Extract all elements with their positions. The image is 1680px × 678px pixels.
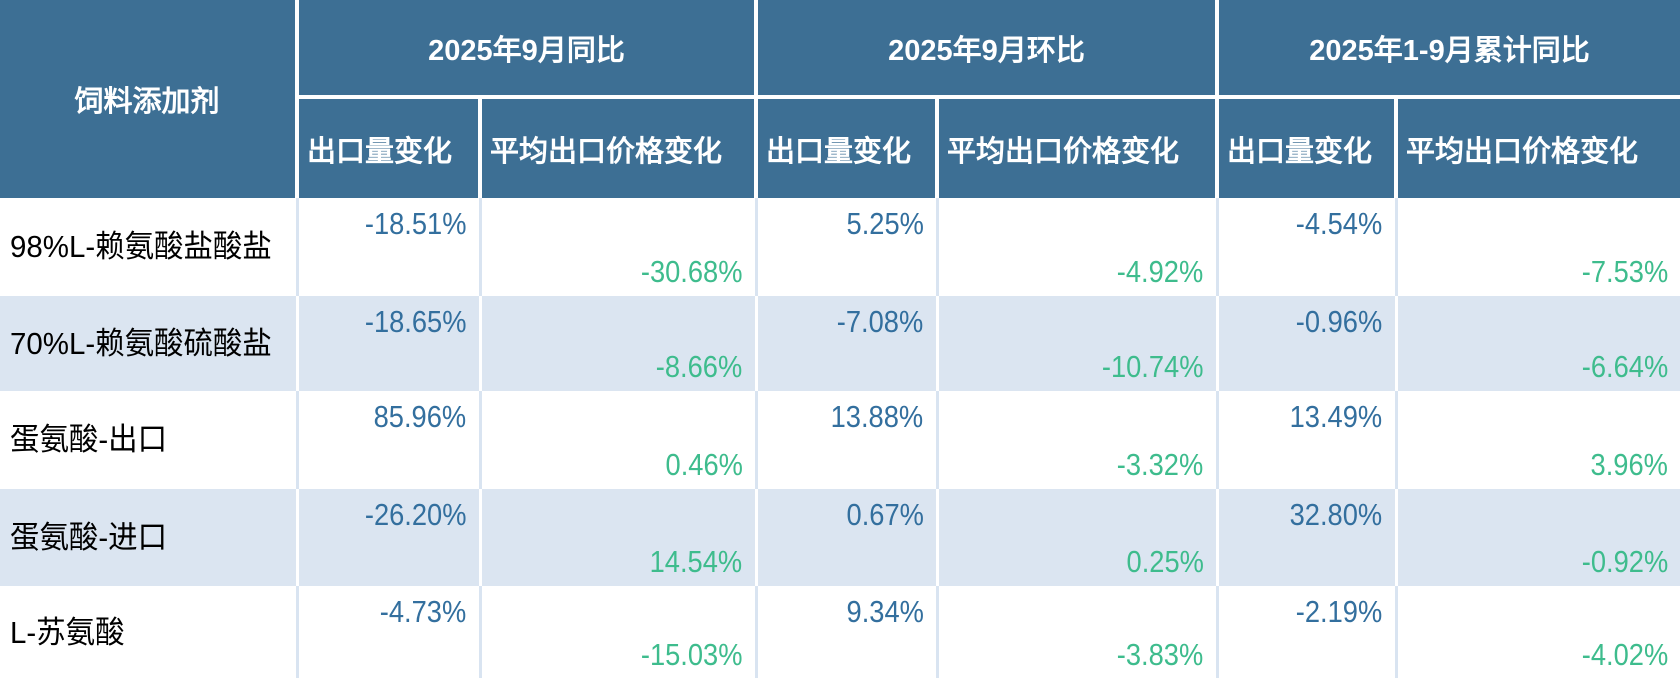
table-row: 98%L-赖氨酸盐酸盐 -18.51% -30.68% 5.25% -4.92%…: [0, 198, 1680, 296]
price-value: -7.53%: [1581, 254, 1668, 289]
qty-value: 5.25%: [846, 206, 924, 241]
price-value: -6.64%: [1581, 349, 1668, 384]
group-header-yoy: 2025年9月同比: [297, 0, 758, 99]
value-cell: -15.03%: [480, 586, 758, 678]
price-value: 0.25%: [1126, 544, 1204, 579]
value-cell: -4.02%: [1396, 586, 1680, 678]
qty-value: 13.88%: [830, 399, 924, 434]
value-cell: 9.34%: [756, 586, 939, 678]
price-value: -15.03%: [640, 637, 743, 672]
qty-value: -7.08%: [837, 304, 924, 339]
value-cell: 32.80%: [1217, 489, 1398, 586]
value-cell: -6.64%: [1396, 296, 1680, 391]
value-cell: -0.96%: [1217, 296, 1398, 391]
value-cell: 85.96%: [297, 391, 482, 489]
value-cell: 5.25%: [756, 198, 939, 296]
column-header-qty-mom: 出口量变化: [756, 97, 939, 198]
column-header-price-mom: 平均出口价格变化: [937, 97, 1219, 198]
price-value: -10.74%: [1101, 349, 1204, 384]
qty-value: 32.80%: [1289, 497, 1383, 532]
qty-value: -0.96%: [1296, 304, 1383, 339]
value-cell: 13.88%: [756, 391, 939, 489]
price-value: 14.54%: [649, 544, 743, 579]
corner-header: 饲料添加剂: [0, 0, 299, 198]
group-header-cumulative: 2025年1-9月累计同比: [1217, 0, 1680, 99]
value-cell: 0.67%: [756, 489, 939, 586]
price-value: 0.46%: [665, 447, 743, 482]
product-label: L-苏氨酸: [0, 586, 299, 678]
qty-value: -4.73%: [380, 594, 467, 629]
value-cell: -7.08%: [756, 296, 939, 391]
group-header-row: 饲料添加剂 2025年9月同比 2025年9月环比 2025年1-9月累计同比: [0, 0, 1680, 198]
qty-value: 0.67%: [846, 497, 924, 532]
value-cell: -4.73%: [297, 586, 482, 678]
table-row: L-苏氨酸 -4.73% -15.03% 9.34% -3.83% -2.19%…: [0, 586, 1680, 678]
value-cell: 14.54%: [480, 489, 758, 586]
value-cell: -3.83%: [937, 586, 1219, 678]
value-cell: -3.32%: [937, 391, 1219, 489]
value-cell: 0.25%: [937, 489, 1219, 586]
qty-value: -18.51%: [364, 206, 467, 241]
price-value: -4.02%: [1581, 637, 1668, 672]
product-label-text: 蛋氨酸-进口: [10, 519, 168, 555]
price-value: -3.83%: [1117, 637, 1204, 672]
qty-value: 13.49%: [1289, 399, 1383, 434]
value-cell: -18.51%: [297, 198, 482, 296]
product-label: 蛋氨酸-出口: [0, 391, 299, 489]
product-label-text: 蛋氨酸-出口: [10, 422, 168, 457]
value-cell: -10.74%: [937, 296, 1219, 391]
column-header-price-cum: 平均出口价格变化: [1396, 97, 1680, 198]
value-cell: 3.96%: [1396, 391, 1680, 489]
qty-value: -2.19%: [1296, 594, 1383, 629]
column-header-qty-cum: 出口量变化: [1217, 97, 1398, 198]
value-cell: -0.92%: [1396, 489, 1680, 586]
value-cell: -7.53%: [1396, 198, 1680, 296]
price-value: -30.68%: [640, 254, 743, 289]
column-header-price-yoy: 平均出口价格变化: [480, 97, 758, 198]
value-cell: -4.54%: [1217, 198, 1398, 296]
table-row: 蛋氨酸-出口 85.96% 0.46% 13.88% -3.32% 13.49%…: [0, 391, 1680, 489]
qty-value: 9.34%: [846, 594, 924, 629]
product-label: 蛋氨酸-进口: [0, 489, 299, 586]
value-cell: -2.19%: [1217, 586, 1398, 678]
qty-value: -18.65%: [364, 304, 467, 339]
product-label-text: 70%L-赖氨酸硫酸盐: [10, 325, 272, 361]
value-cell: 0.46%: [480, 391, 758, 489]
product-label: 98%L-赖氨酸盐酸盐: [0, 198, 299, 296]
price-value: -0.92%: [1581, 544, 1668, 579]
price-value: -4.92%: [1117, 254, 1204, 289]
sub-header-row: 出口量变化 平均出口价格变化 出口量变化 平均出口价格变化 出口量变化 平均出口…: [0, 97, 1680, 198]
value-cell: -18.65%: [297, 296, 482, 391]
value-cell: -30.68%: [480, 198, 758, 296]
product-label-text: L-苏氨酸: [10, 614, 125, 650]
table-row: 70%L-赖氨酸硫酸盐 -18.65% -8.66% -7.08% -10.74…: [0, 296, 1680, 391]
qty-value: -26.20%: [364, 497, 467, 532]
column-header-qty-yoy: 出口量变化: [297, 97, 482, 198]
value-cell: -4.92%: [937, 198, 1219, 296]
price-value: 3.96%: [1590, 447, 1668, 482]
product-label-text: 98%L-赖氨酸盐酸盐: [10, 229, 272, 264]
price-value: -3.32%: [1117, 447, 1204, 482]
group-header-mom: 2025年9月环比: [756, 0, 1219, 99]
price-value: -8.66%: [656, 349, 743, 384]
value-cell: 13.49%: [1217, 391, 1398, 489]
qty-value: -4.54%: [1296, 206, 1383, 241]
value-cell: -8.66%: [480, 296, 758, 391]
value-cell: -26.20%: [297, 489, 482, 586]
table-row: 蛋氨酸-进口 -26.20% 14.54% 0.67% 0.25% 32.80%…: [0, 489, 1680, 586]
product-label: 70%L-赖氨酸硫酸盐: [0, 296, 299, 391]
qty-value: 85.96%: [373, 399, 467, 434]
